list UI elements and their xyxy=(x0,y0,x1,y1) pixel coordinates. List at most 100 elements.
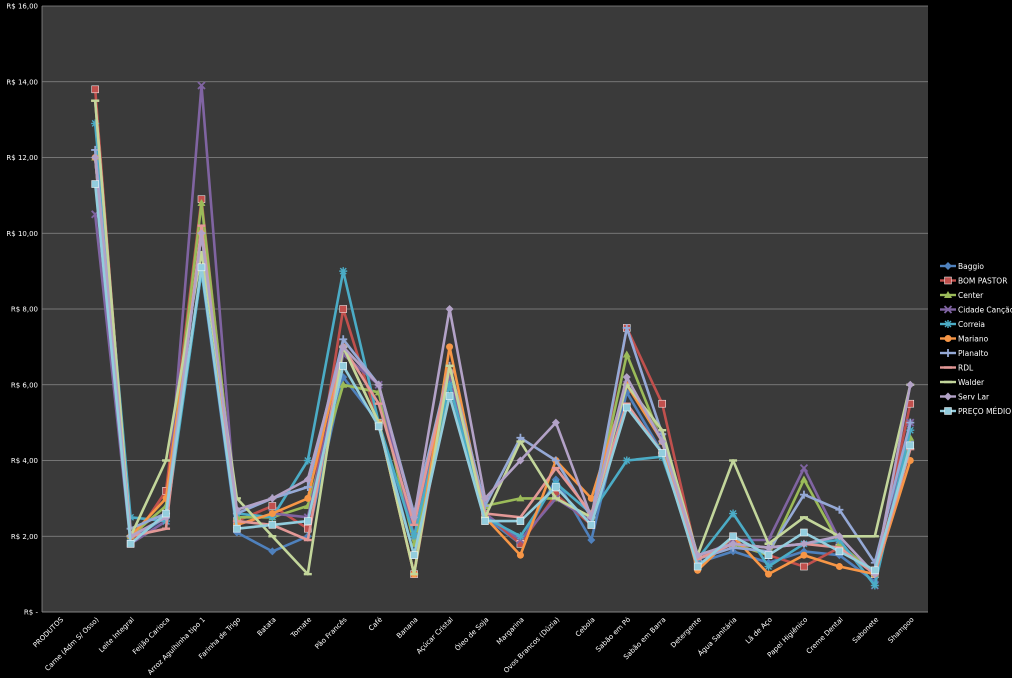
legend-correia: Correia xyxy=(940,320,985,329)
series-correia-point xyxy=(729,509,738,518)
series-walder-point xyxy=(870,535,879,538)
series-center-point xyxy=(516,494,525,502)
series-cidade-cancao-point xyxy=(799,463,809,473)
series-walder-point xyxy=(303,572,312,576)
series-cidade-cancao-point xyxy=(197,81,206,90)
series-rdl-point xyxy=(162,527,171,530)
series-mariano-point xyxy=(765,570,773,578)
y-tick-label: R$ 4,00 xyxy=(11,457,38,465)
series-serv-lar-point xyxy=(835,532,844,541)
series-walder-point xyxy=(232,497,241,500)
series-rdl-point xyxy=(197,224,206,227)
series-correia-point xyxy=(268,513,277,522)
legend-baggio: Baggio xyxy=(940,262,984,271)
legend-baggio-label: Baggio xyxy=(958,262,984,271)
series-preco-medio-point xyxy=(835,547,844,556)
legend-rdl-swatch-point xyxy=(944,366,952,369)
legend-center: Center xyxy=(940,291,984,300)
series-center-point xyxy=(622,350,631,358)
series-rdl-point xyxy=(410,523,419,527)
series-mariano-point xyxy=(304,494,312,502)
series-correia-point xyxy=(764,562,773,571)
series-serv-lar-point xyxy=(339,342,348,351)
series-rdl-point xyxy=(551,466,560,470)
series-rdl-point xyxy=(303,538,312,542)
series-baggio-point xyxy=(587,536,596,545)
series-preco-medio-point xyxy=(729,532,737,540)
y-tick-label: R$ 12,00 xyxy=(6,154,38,162)
series-mariano-point xyxy=(800,551,808,559)
legend-bom-pastor: BOM PASTOR xyxy=(940,276,1007,285)
series-serv-lar-point xyxy=(551,418,560,427)
series-mariano-point xyxy=(835,563,843,571)
series-center-point xyxy=(197,198,206,206)
series-rdl-point xyxy=(622,402,631,405)
series-correia-point xyxy=(906,426,915,435)
series-serv-lar-point xyxy=(622,373,631,382)
series-preco-medio-point xyxy=(162,509,170,518)
series-center-point xyxy=(799,475,808,483)
y-tick-label: R$ 14,00 xyxy=(6,78,38,86)
series-bom-pastor-point xyxy=(800,562,808,571)
series-bom-pastor-point xyxy=(658,399,666,408)
series-correia-point xyxy=(445,380,454,389)
legend-serv-lar-swatch-point xyxy=(944,392,952,401)
series-preco-medio-point xyxy=(268,521,277,529)
series-serv-lar-point xyxy=(799,539,808,548)
series-preco-medio-point xyxy=(623,403,631,412)
legend-rdl: RDL xyxy=(940,363,974,372)
series-preco-medio-point xyxy=(91,180,99,188)
y-tick-label: R$ 16,00 xyxy=(6,3,38,11)
series-rdl-point xyxy=(374,402,383,405)
series-preco-medio-point xyxy=(516,517,525,525)
legend-center-swatch-point xyxy=(944,291,952,298)
series-serv-lar-point xyxy=(268,494,277,503)
series-preco-medio-point xyxy=(445,392,454,400)
series-walder-point xyxy=(658,429,667,432)
series-correia-point xyxy=(303,456,312,465)
series-preco-medio-point xyxy=(339,362,347,370)
series-bom-pastor-point xyxy=(304,524,312,533)
legend-preco-medio-swatch-point xyxy=(944,407,952,415)
legend-walder-swatch-point xyxy=(944,380,952,384)
series-bom-pastor-point xyxy=(339,305,347,313)
series-planalto-point xyxy=(339,335,348,344)
series-serv-lar-point xyxy=(91,153,100,162)
series-preco-medio-point xyxy=(871,566,879,575)
series-serv-lar-point xyxy=(516,456,525,465)
series-preco-medio-point xyxy=(197,263,206,272)
series-serv-lar-line xyxy=(93,157,912,576)
series-lines xyxy=(91,81,915,590)
series-preco-medio-point xyxy=(410,551,418,559)
series-correia-point xyxy=(339,267,348,276)
series-walder-point xyxy=(197,250,206,254)
series-mariano-point xyxy=(516,551,524,559)
legend-mariano: Mariano xyxy=(940,334,989,343)
series-walder-point xyxy=(622,383,631,386)
series-correia-point xyxy=(410,532,419,541)
series-serv-lar-point xyxy=(764,543,773,552)
legend-center-label: Center xyxy=(958,291,984,300)
y-tick-label: R$ 8,00 xyxy=(11,306,38,314)
series-planalto-point xyxy=(799,490,808,499)
series-correia-point xyxy=(870,581,879,590)
legend-correia-label: Correia xyxy=(958,320,985,329)
legend-preco-medio-label: PREÇO MÉDIO xyxy=(958,407,1011,416)
legend-cidade-cancao-swatch-point xyxy=(943,305,953,314)
series-planalto-point xyxy=(835,505,844,514)
series-planalto-point xyxy=(303,483,312,492)
series-preco-medio-point xyxy=(587,521,596,529)
y-tick-label: R$ 6,00 xyxy=(11,381,38,389)
series-serv-lar-point xyxy=(445,305,454,313)
series-correia-point xyxy=(551,479,560,488)
y-tick-label: R$ 10,00 xyxy=(6,230,38,238)
series-preco-medio-point xyxy=(906,441,915,450)
legend-bom-pastor-label: BOM PASTOR xyxy=(958,276,1007,285)
series-planalto-point xyxy=(91,145,100,154)
series-serv-lar-point xyxy=(197,229,206,238)
series-correia-point xyxy=(622,456,631,465)
legend-cidade-cancao-label: Cidade Canção xyxy=(958,305,1012,314)
series-preco-medio-point xyxy=(374,422,383,431)
series-preco-medio-point xyxy=(481,517,489,525)
series-planalto-point xyxy=(906,418,915,427)
